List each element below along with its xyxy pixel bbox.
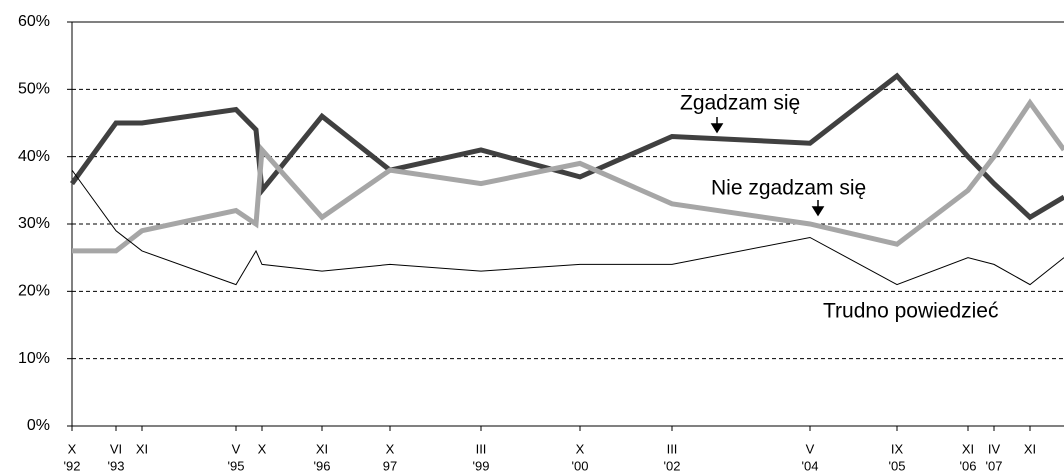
arrow	[710, 117, 724, 134]
y-tick-label: 60%	[18, 13, 50, 30]
x-tick-label: V	[806, 441, 815, 456]
x-tick-label: '99	[473, 458, 490, 473]
x-tick-label: X	[68, 441, 77, 456]
y-tick-label: 30%	[18, 215, 50, 232]
series-label: Zgadzam się	[680, 92, 800, 115]
x-tick-label: 97	[383, 458, 397, 473]
x-tick-label: XI	[1024, 441, 1036, 456]
x-tick-label: '95	[228, 458, 245, 473]
x-tick-label: X	[258, 441, 267, 456]
x-tick-label: '96	[314, 458, 331, 473]
x-tick-label: III	[667, 441, 678, 456]
series-line	[72, 98, 1064, 254]
y-tick-label: 0%	[27, 417, 50, 434]
arrow	[811, 200, 825, 217]
x-tick-label: '02	[664, 458, 681, 473]
x-tick-label: X	[386, 441, 395, 456]
x-tick-label: '04	[802, 458, 819, 473]
x-tick-label: IV	[988, 441, 1001, 456]
x-tick-label: '07	[986, 458, 1003, 473]
x-tick-label: '92	[64, 458, 81, 473]
y-tick-label: 10%	[18, 350, 50, 367]
y-tick-label: 20%	[18, 283, 50, 300]
y-tick-label: 40%	[18, 148, 50, 165]
series-label: Trudno powiedzieć	[823, 300, 999, 323]
series-line	[69, 72, 1064, 221]
x-tick-label: V	[232, 441, 241, 456]
x-tick-label: '05	[889, 458, 906, 473]
x-tick-label: '06	[960, 458, 977, 473]
x-tick-label: XI	[962, 441, 974, 456]
x-tick-label: '93	[108, 458, 125, 473]
series-line	[71, 169, 1064, 286]
x-tick-label: XI	[136, 441, 148, 456]
y-tick-label: 50%	[18, 81, 50, 98]
series-label: Nie zgadzam się	[711, 177, 866, 200]
x-tick-label: VI	[110, 441, 122, 456]
x-tick-label: '00	[572, 458, 589, 473]
x-tick-label: XI	[316, 441, 328, 456]
x-tick-label: IX	[891, 441, 904, 456]
x-tick-label: III	[476, 441, 487, 456]
x-tick-label: X	[576, 441, 585, 456]
